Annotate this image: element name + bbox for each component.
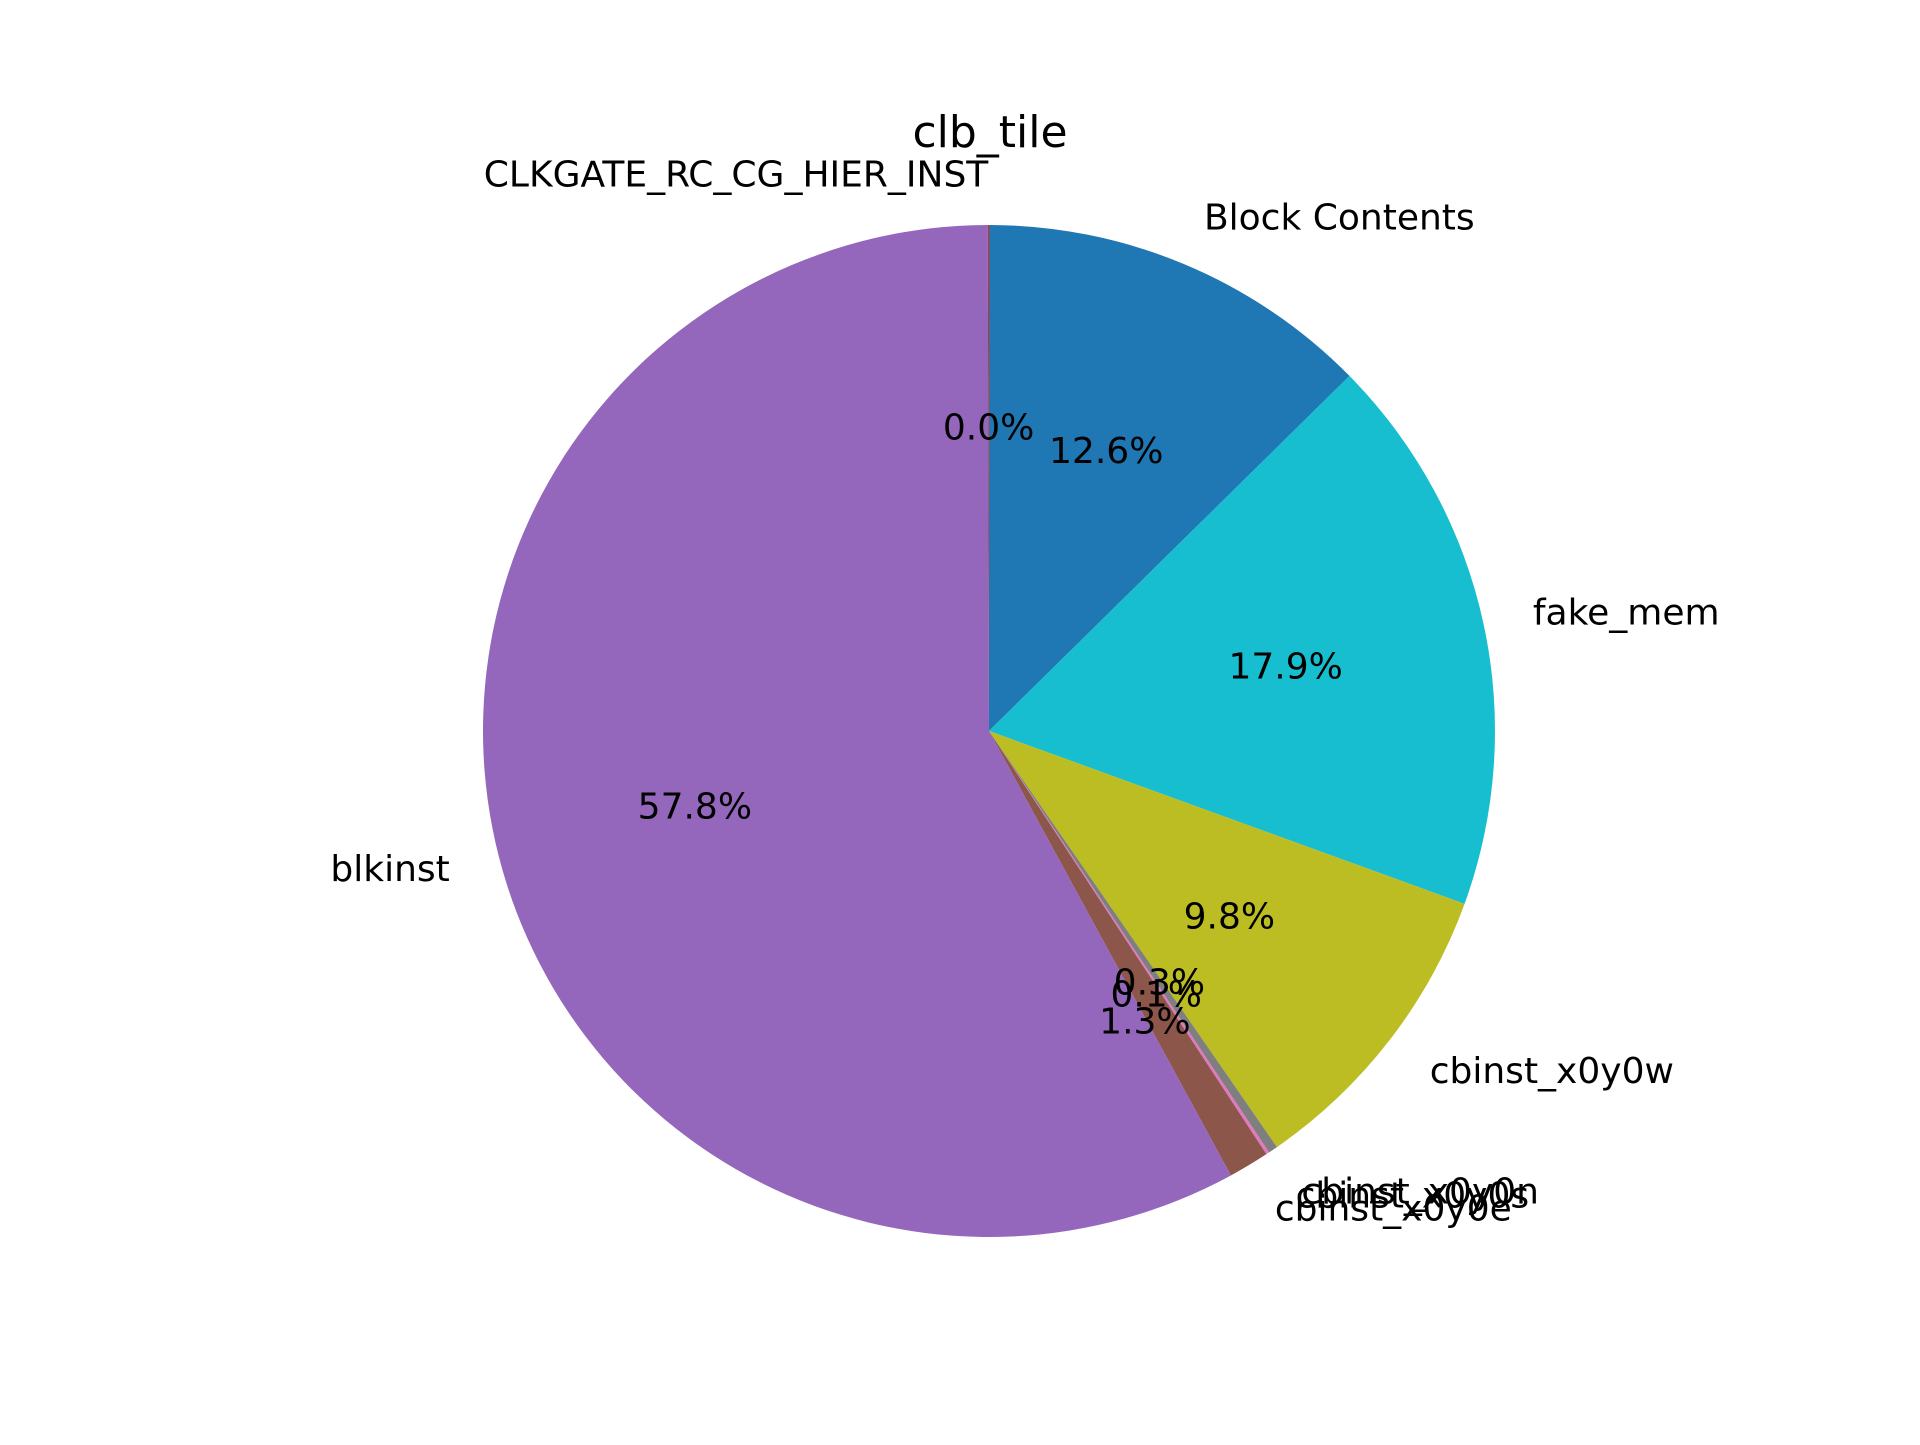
slice-label: CLKGATE_RC_CG_HIER_INST — [484, 154, 990, 195]
slice-label: cbinst_x0y0n — [1301, 1172, 1539, 1213]
pie-slice-cbinst-x0y0w — [989, 731, 1465, 1148]
percent-label: 9.8% — [1184, 896, 1275, 937]
slice-label: cbinst_x0y0w — [1430, 1051, 1674, 1092]
percent-label: 0.1% — [1111, 974, 1202, 1015]
percent-label: 1.3% — [1099, 1002, 1190, 1043]
slice-labels: Block Contents fake_mem cbinst_x0y0wcbinst… — [330, 154, 1719, 1229]
percent-label: 0.3% — [1114, 962, 1205, 1003]
pie-slice-cbinst-x0y0s — [989, 731, 1270, 1155]
percent-label: 12.6% — [1049, 431, 1163, 472]
slice-label: blkinst — [330, 849, 449, 890]
slice-label: Block Contents — [1204, 198, 1475, 239]
percent-labels: 12.6% 17.9% 9.8% 0.3%0.1%1.3% 57.8% 0.0% — [638, 407, 1343, 1042]
percent-label: 17.9% — [1228, 646, 1342, 687]
pie-slice-fake-mem — [989, 375, 1495, 904]
slice-label: cbinst_x0y0s — [1296, 1176, 1530, 1217]
chart-title: clb_tile — [912, 107, 1067, 158]
pie-slice-cbinst-x0y0e — [989, 731, 1267, 1176]
pie-slice-blkinst — [483, 225, 1231, 1238]
percent-label: 0.0% — [943, 407, 1034, 448]
slice-label: cbinst_x0y0e — [1275, 1189, 1512, 1230]
percent-label: 57.8% — [638, 786, 752, 827]
pie-slice-cbinst-x0y0n — [989, 731, 1277, 1153]
pie-slice-block-contents — [989, 225, 1350, 731]
pie-slices — [483, 225, 1495, 1238]
pie-slice-clkgate-rc-cg-hier-inst — [987, 225, 989, 731]
slice-label: fake_mem — [1533, 592, 1720, 633]
